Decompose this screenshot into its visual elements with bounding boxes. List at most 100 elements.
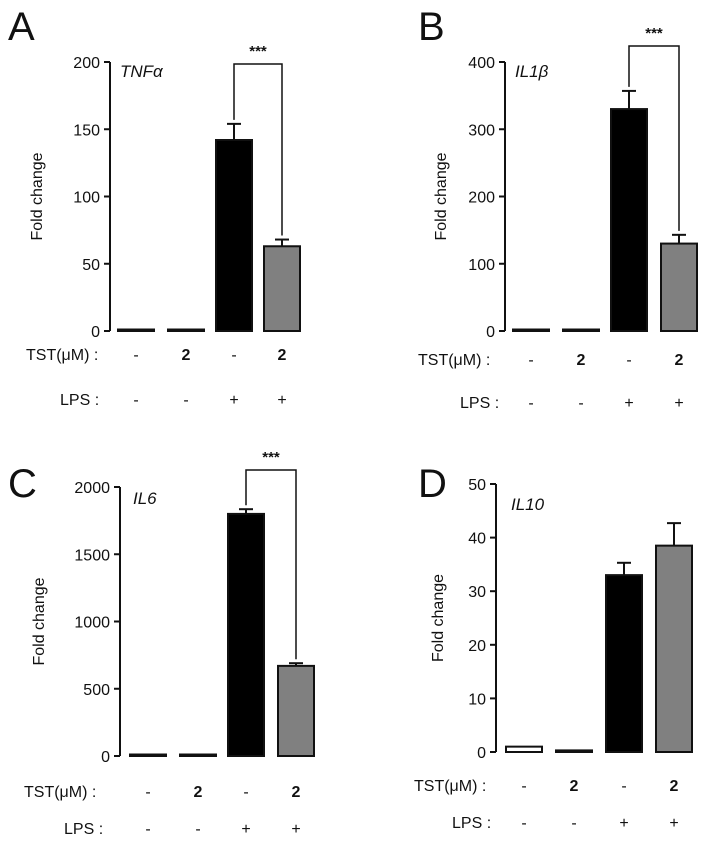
gene-label: TNFα: [120, 62, 164, 81]
y-tick-label: 400: [468, 55, 495, 72]
treatment-row-label: TST(μM) :: [418, 352, 490, 369]
lps-value: -: [195, 821, 200, 838]
bar: [655, 544, 693, 754]
bar: [167, 328, 205, 332]
panel-letter: C: [8, 462, 37, 506]
lps-row-label: LPS :: [460, 395, 499, 412]
bar: [129, 753, 167, 757]
bar: [227, 512, 265, 758]
y-axis-title: Fold change: [433, 152, 450, 240]
panel-letter: D: [418, 462, 447, 506]
lps-row-label: LPS :: [452, 815, 491, 832]
treatment-value: -: [521, 778, 526, 795]
gene-label: IL10: [511, 495, 545, 514]
y-tick-label: 200: [468, 190, 495, 207]
bar: [505, 745, 543, 754]
panel-a: A 0 50 100 150 200 Fold change TNFα *** TST(μM) :…: [8, 5, 301, 409]
panel-d: D 0 10 20 30 40 50 Fold change IL10 TST(μM) : LPS …: [414, 462, 693, 832]
lps-value: -: [571, 815, 576, 832]
treatment-value: 2: [194, 784, 203, 801]
lps-value: +: [291, 821, 300, 838]
gene-label: IL6: [133, 489, 157, 508]
y-axis-title: Fold change: [430, 574, 447, 662]
y-tick-label: 0: [91, 324, 100, 341]
significance-bracket: [628, 45, 680, 231]
lps-value: -: [133, 392, 138, 409]
lps-row-label: LPS :: [64, 821, 103, 838]
lps-value: +: [229, 392, 238, 409]
lps-value: +: [624, 395, 633, 412]
significance-bracket: [233, 63, 283, 236]
bar: [277, 664, 315, 758]
treatment-value: 2: [570, 778, 579, 795]
y-tick-label: 0: [477, 745, 486, 762]
y-tick-label: 1500: [74, 547, 110, 564]
significance-bracket: [245, 469, 297, 660]
treatment-value: 2: [675, 352, 684, 369]
lps-value: +: [674, 395, 683, 412]
lps-value: -: [183, 392, 188, 409]
bar: [263, 245, 301, 332]
y-axis-title: Fold change: [31, 577, 48, 665]
treatment-value: -: [626, 352, 631, 369]
y-tick-label: 0: [101, 749, 110, 766]
y-axis-title: Fold change: [29, 152, 46, 240]
y-tick-label: 500: [83, 682, 110, 699]
lps-value: +: [277, 392, 286, 409]
panel-c: C 0 500 1000 1500 2000 Fold change IL6 *** TST(μM…: [8, 449, 315, 838]
treatment-row-label: TST(μM) :: [24, 784, 96, 801]
y-tick-label: 30: [468, 584, 486, 601]
treatment-value: 2: [182, 347, 191, 364]
significance-label: ***: [262, 449, 280, 466]
y-tick-label: 300: [468, 122, 495, 139]
treatment-value: -: [145, 784, 150, 801]
lps-value: +: [669, 815, 678, 832]
y-tick-label: 100: [73, 190, 100, 207]
bar: [555, 749, 593, 754]
bar: [117, 328, 155, 332]
y-tick-label: 150: [73, 122, 100, 139]
bar: [512, 328, 550, 332]
significance-label: ***: [645, 25, 663, 42]
bar: [562, 328, 600, 332]
y-tick-label: 1000: [74, 615, 110, 632]
y-tick-label: 20: [468, 638, 486, 655]
lps-value: -: [578, 395, 583, 412]
y-tick-label: 50: [82, 257, 100, 274]
treatment-value: -: [133, 347, 138, 364]
lps-row-label: LPS :: [60, 392, 99, 409]
y-tick-label: 0: [486, 324, 495, 341]
lps-value: -: [528, 395, 533, 412]
bar: [605, 574, 643, 753]
y-tick-label: 100: [468, 257, 495, 274]
treatment-value: 2: [577, 352, 586, 369]
significance-label: ***: [249, 43, 267, 60]
bar: [610, 108, 648, 332]
panel-letter: A: [8, 5, 35, 49]
treatment-row-label: TST(μM) :: [414, 778, 486, 795]
y-tick-label: 40: [468, 531, 486, 548]
treatment-value: -: [231, 347, 236, 364]
y-tick-label: 200: [73, 55, 100, 72]
lps-value: +: [619, 815, 628, 832]
y-tick-label: 50: [468, 477, 486, 494]
treatment-row-label: TST(μM) :: [26, 347, 98, 364]
y-tick-label: 2000: [74, 480, 110, 497]
lps-value: -: [521, 815, 526, 832]
treatment-value: -: [243, 784, 248, 801]
bar: [215, 139, 253, 332]
panel-b: B 0 100 200 300 400 Fold change IL1β *** TST(μM) …: [418, 5, 698, 412]
lps-value: +: [241, 821, 250, 838]
treatment-value: 2: [278, 347, 287, 364]
bar: [179, 753, 217, 757]
lps-value: -: [145, 821, 150, 838]
bar: [660, 242, 698, 332]
treatment-value: -: [621, 778, 626, 795]
treatment-value: 2: [670, 778, 679, 795]
y-tick-label: 10: [468, 691, 486, 708]
panel-letter: B: [418, 5, 445, 49]
treatment-value: -: [528, 352, 533, 369]
gene-label: IL1β: [515, 62, 549, 81]
treatment-value: 2: [292, 784, 301, 801]
